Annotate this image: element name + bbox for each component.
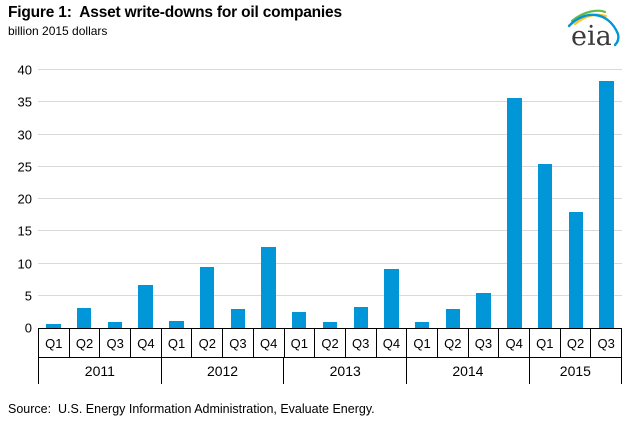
bar bbox=[353, 306, 368, 328]
quarter-label: Q2 bbox=[438, 329, 469, 357]
year-label: 2012 bbox=[162, 358, 285, 384]
bar bbox=[76, 308, 92, 328]
bar bbox=[107, 321, 123, 328]
quarter-label: Q4 bbox=[254, 329, 285, 357]
source-note: Source: U.S. Energy Information Administ… bbox=[8, 402, 375, 416]
quarter-label: Q2 bbox=[561, 329, 592, 357]
eia-logo-text: eia bbox=[571, 21, 612, 52]
y-tick-label-40: 40 bbox=[17, 62, 32, 78]
gridline-35 bbox=[38, 101, 622, 103]
bar bbox=[199, 267, 215, 328]
bar bbox=[292, 311, 307, 328]
quarter-label: Q4 bbox=[131, 329, 162, 357]
figure-title: Figure 1: Asset write-downs for oil comp… bbox=[8, 4, 342, 21]
y-tick-label-25: 25 bbox=[17, 159, 32, 175]
quarter-label: Q2 bbox=[70, 329, 101, 357]
quarter-label: Q3 bbox=[591, 329, 623, 357]
quarter-label: Q1 bbox=[530, 329, 561, 357]
gridline-40 bbox=[38, 69, 622, 70]
gridline-15 bbox=[38, 230, 622, 232]
quarter-label: Q1 bbox=[285, 329, 316, 357]
bar bbox=[414, 322, 430, 328]
x-axis-quarter-row: Q1 Q2 Q3 Q4 Q1 Q2 Q3 Q4 Q1 Q2 Q3 Q4 Q1 Q2 Q3 Q4 Q1 Q2 Q3 bbox=[38, 329, 623, 358]
bar bbox=[568, 211, 584, 328]
quarter-label: Q2 bbox=[315, 329, 346, 357]
quarter-label: Q3 bbox=[469, 329, 500, 357]
year-label: 2014 bbox=[407, 358, 530, 384]
gridline-30 bbox=[38, 133, 622, 135]
quarter-label: Q3 bbox=[346, 329, 377, 357]
y-axis-labels: 0 5 10 15 20 25 30 35 40 bbox=[0, 64, 32, 335]
bar bbox=[384, 268, 399, 328]
year-label: 2013 bbox=[284, 358, 408, 384]
bar bbox=[261, 246, 276, 328]
figure-unit-label: billion 2015 dollars bbox=[8, 24, 108, 38]
gridline-20 bbox=[38, 198, 622, 199]
y-tick-label-20: 20 bbox=[17, 191, 32, 207]
year-label: 2015 bbox=[530, 358, 623, 384]
quarter-label: Q2 bbox=[192, 329, 224, 357]
y-tick-label-10: 10 bbox=[17, 256, 32, 271]
quarter-label: Q3 bbox=[100, 329, 132, 357]
quarter-label: Q1 bbox=[407, 329, 438, 357]
eia-logo: eia bbox=[567, 9, 620, 52]
plot-area bbox=[38, 69, 622, 329]
quarter-label: Q1 bbox=[39, 329, 70, 357]
bar bbox=[322, 321, 338, 328]
gridline-5 bbox=[38, 294, 622, 296]
x-axis-year-row: 2011 2012 2013 2014 2015 bbox=[38, 358, 623, 384]
y-tick-label-35: 35 bbox=[17, 94, 32, 110]
bar bbox=[507, 97, 522, 328]
bar bbox=[169, 320, 184, 328]
year-label: 2011 bbox=[39, 358, 162, 384]
bar bbox=[138, 285, 153, 328]
quarter-label: Q3 bbox=[223, 329, 254, 357]
quarter-label: Q4 bbox=[377, 329, 408, 357]
bar bbox=[230, 309, 245, 328]
bar bbox=[476, 293, 491, 328]
y-tick-label-30: 30 bbox=[17, 127, 32, 142]
bar bbox=[537, 164, 553, 328]
gridline-10 bbox=[38, 262, 622, 264]
y-tick-label-0: 0 bbox=[24, 320, 32, 336]
bar bbox=[46, 323, 61, 328]
quarter-label: Q4 bbox=[499, 329, 530, 357]
gridline-25 bbox=[38, 165, 622, 167]
eia-logo-swoosh-icon bbox=[567, 9, 620, 47]
y-tick-label-5: 5 bbox=[24, 288, 32, 304]
bar bbox=[599, 80, 614, 328]
y-tick-label-15: 15 bbox=[17, 223, 32, 239]
bar bbox=[445, 309, 461, 328]
quarter-label: Q1 bbox=[162, 329, 193, 357]
